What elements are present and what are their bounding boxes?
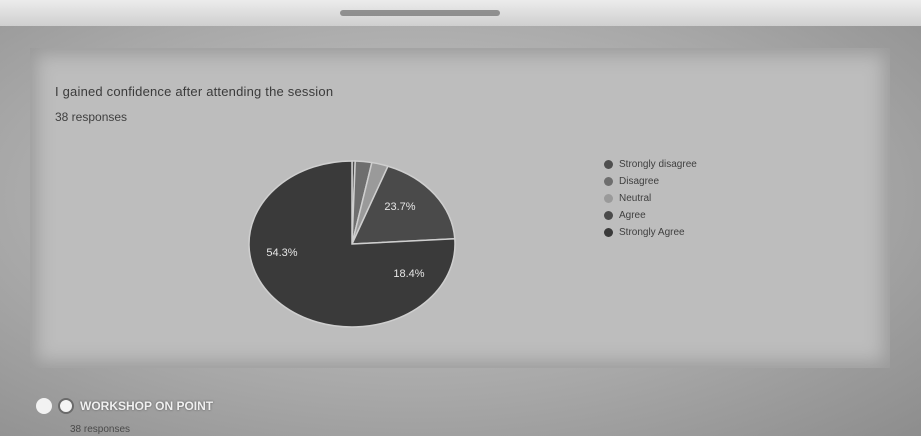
data-label-agree: 18.4% [393,268,424,280]
footer-caption: WORKSHOP ON POINT [80,399,214,413]
footer-row: WORKSHOP ON POINT [36,398,213,414]
legend-item: Disagree [604,173,697,190]
legend-label: Neutral [619,193,652,204]
legend-swatch [604,194,613,203]
legend-swatch [604,177,613,186]
legend-swatch [604,211,613,220]
pie-slice-agree [350,165,456,245]
chart-card [30,48,890,368]
response-count: 38 responses [55,110,128,124]
legend-item: Agree [604,207,697,224]
data-label-strongly-agree-upper: 23.7% [384,201,415,213]
chart-title: I gained confidence after attending the … [55,84,334,99]
chart-legend: Strongly disagree Disagree Neutral Agree Str… [604,156,697,241]
circle-icon [36,398,52,414]
legend-label: Strongly Agree [619,227,685,238]
legend-swatch [604,160,613,169]
legend-item: Strongly Agree [604,224,697,241]
legend-item: Neutral [604,190,697,207]
legend-item: Strongly disagree [604,156,697,173]
radio-icon[interactable] [58,398,74,414]
legend-swatch [604,228,613,237]
legend-label: Agree [619,210,646,221]
footer-subtext: 38 responses [70,424,131,435]
legend-label: Strongly disagree [619,159,697,170]
legend-label: Disagree [619,176,660,187]
screen-edge-shadow [340,10,500,16]
pie-slice-strongly-agree [248,160,456,328]
data-label-strongly-agree-left: 54.3% [266,247,297,259]
